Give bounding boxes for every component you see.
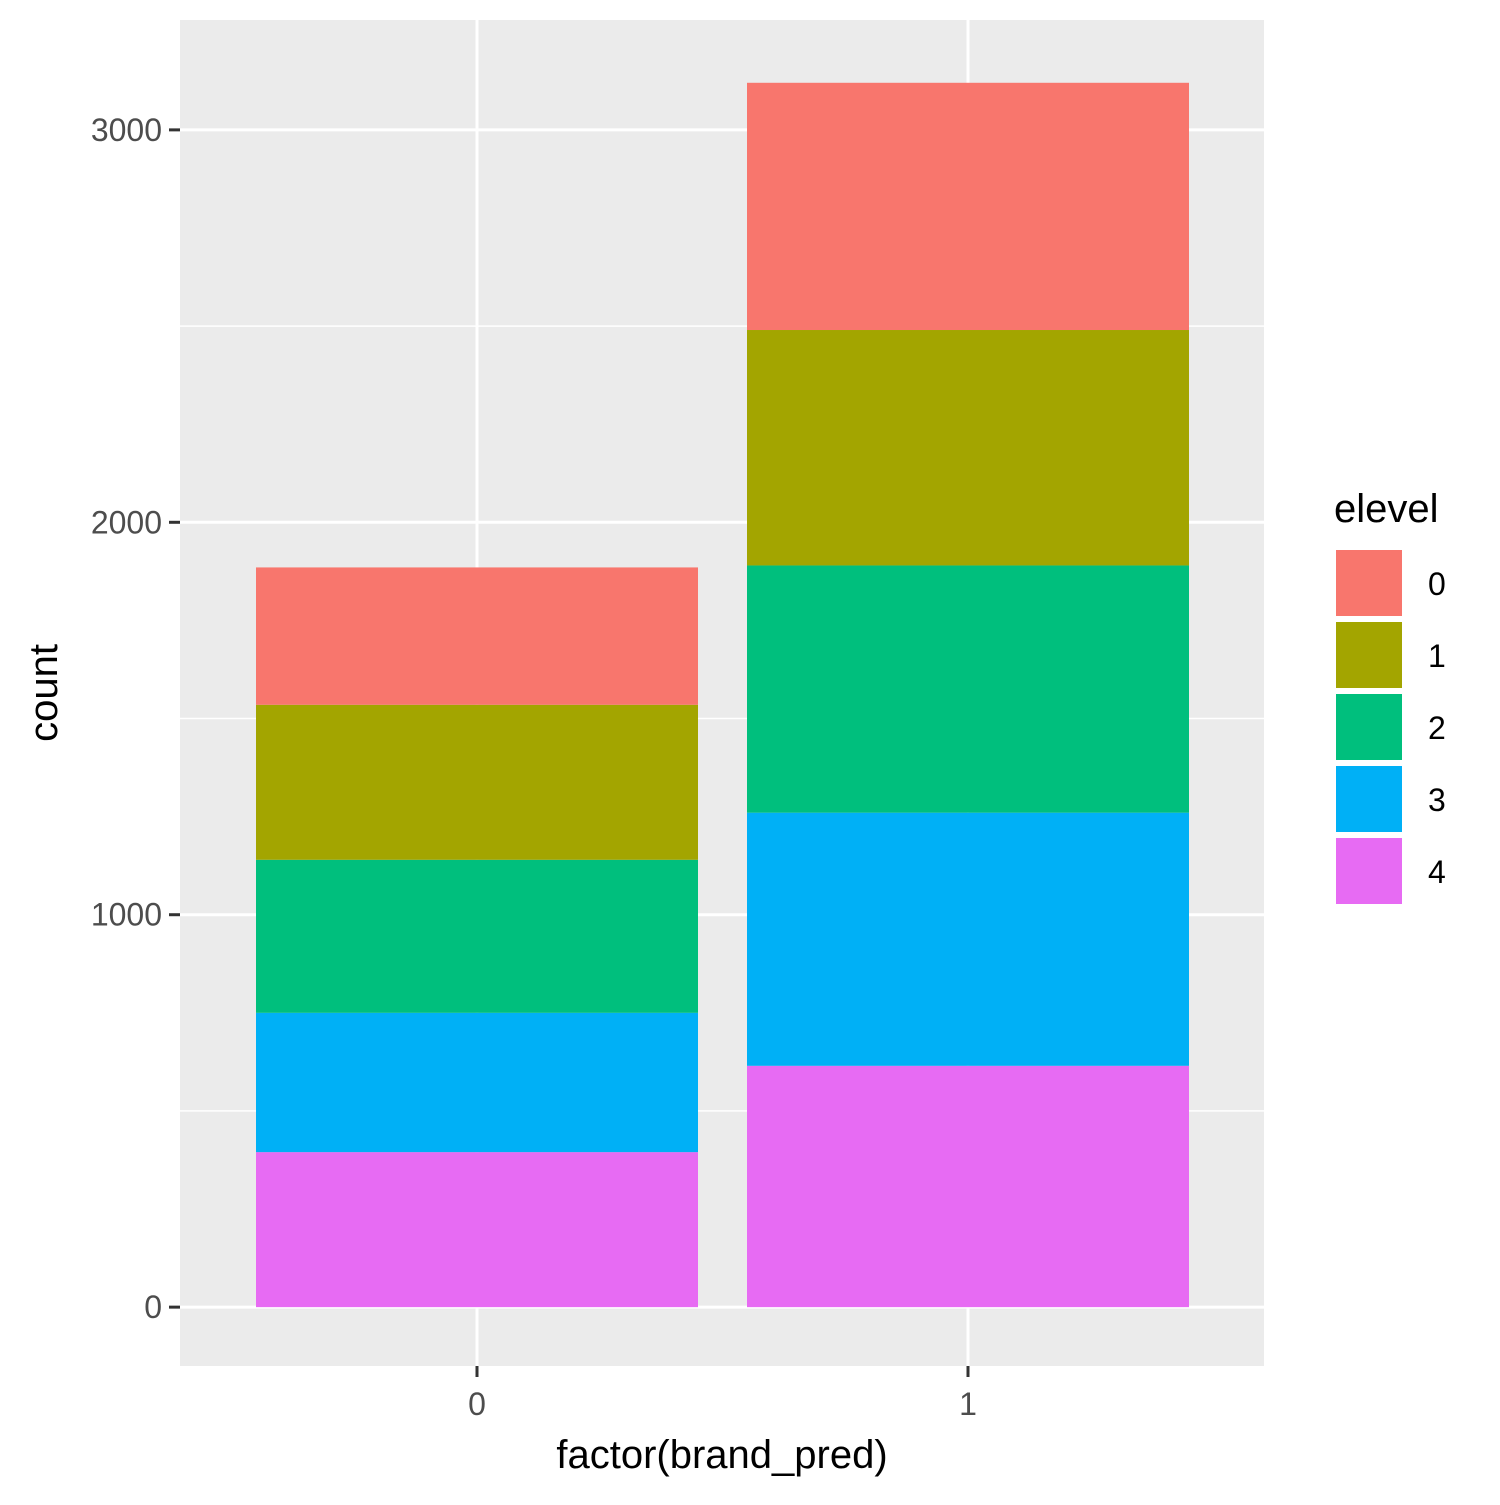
x-axis-title: factor(brand_pred) [556, 1433, 887, 1477]
legend-key-1 [1336, 622, 1402, 688]
bar-segment-cat1-elevel4 [747, 1065, 1189, 1308]
legend-key-2 [1336, 694, 1402, 760]
y-tick-label: 0 [144, 1289, 162, 1325]
y-tick-label: 2000 [91, 504, 162, 540]
y-tick-label: 1000 [91, 897, 162, 933]
bar-segment-cat1-elevel3 [747, 812, 1189, 1066]
legend-title: elevel [1334, 487, 1439, 531]
y-tick-label: 3000 [91, 112, 162, 148]
x-tick-label: 1 [959, 1386, 977, 1422]
bar-segment-cat0-elevel1 [256, 704, 698, 860]
legend-key-3 [1336, 766, 1402, 832]
legend-label-1: 1 [1428, 638, 1446, 674]
bar-segment-cat0-elevel2 [256, 859, 698, 1013]
legend-key-4 [1336, 838, 1402, 904]
x-tick-label: 0 [468, 1386, 486, 1422]
bar-segment-cat0-elevel0 [256, 567, 698, 705]
bars [256, 82, 1189, 1308]
y-axis: 0 1000 2000 3000 [91, 112, 180, 1325]
bar-segment-cat0-elevel3 [256, 1012, 698, 1153]
bar-segment-cat0-elevel4 [256, 1152, 698, 1308]
legend: elevel 0 1 2 3 4 [1334, 487, 1446, 904]
legend-label-4: 4 [1428, 854, 1446, 890]
bar-segment-cat1-elevel2 [747, 565, 1189, 813]
legend-key-0 [1336, 550, 1402, 616]
legend-label-0: 0 [1428, 566, 1446, 602]
legend-label-2: 2 [1428, 710, 1446, 746]
bar-segment-cat1-elevel1 [747, 330, 1189, 566]
y-axis-title: count [22, 644, 66, 742]
legend-label-3: 3 [1428, 782, 1446, 818]
bar-segment-cat1-elevel0 [747, 82, 1189, 331]
